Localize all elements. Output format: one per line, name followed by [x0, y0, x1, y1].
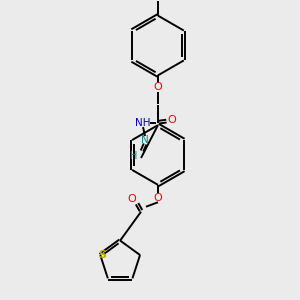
- Text: N: N: [141, 135, 149, 145]
- Text: O: O: [167, 115, 176, 125]
- Text: O: O: [154, 82, 162, 92]
- Text: O: O: [128, 194, 136, 204]
- Text: S: S: [98, 250, 106, 260]
- Text: NH: NH: [135, 118, 151, 128]
- Text: H: H: [130, 151, 137, 161]
- Text: O: O: [154, 193, 162, 203]
